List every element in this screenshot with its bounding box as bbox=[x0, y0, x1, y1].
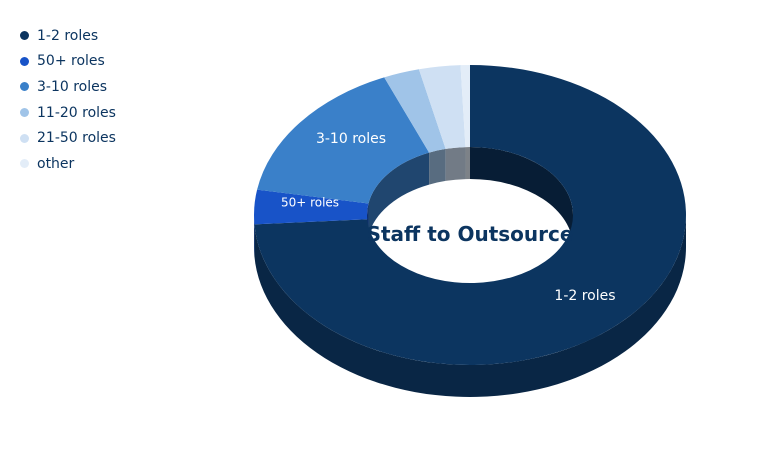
slice-50-roles[interactable] bbox=[254, 189, 369, 225]
slice-inner-wall-other bbox=[465, 147, 470, 180]
slice-inner-wall-11-20-roles bbox=[429, 148, 446, 185]
legend-marker bbox=[20, 108, 29, 118]
slice-inner-wall-1-2-roles bbox=[470, 147, 573, 247]
legend-label: other bbox=[37, 155, 75, 172]
slice-inner-wall-3-10-roles bbox=[368, 152, 430, 236]
legend-marker bbox=[20, 56, 29, 66]
slice-21-50-roles[interactable] bbox=[418, 65, 466, 149]
label-layer: 1-2 roles 50+ roles 3-10 roles bbox=[281, 131, 616, 304]
legend-item-50-roles[interactable]: 50+ roles bbox=[20, 49, 116, 75]
data-label-1-2-roles: 1-2 roles bbox=[554, 288, 615, 304]
slice-3-10-roles[interactable] bbox=[257, 77, 430, 204]
legend-marker bbox=[20, 133, 29, 143]
slice-side-1-2-roles bbox=[254, 215, 687, 397]
legend-marker bbox=[20, 31, 29, 41]
top-layer bbox=[254, 65, 687, 365]
slice-11-20-roles[interactable] bbox=[384, 69, 446, 153]
depth-layer bbox=[254, 147, 687, 397]
legend-marker bbox=[20, 159, 29, 169]
legend-label: 50+ roles bbox=[37, 53, 105, 70]
slice-1-2-roles[interactable] bbox=[254, 65, 687, 365]
legend-item-other[interactable]: other bbox=[20, 151, 116, 177]
legend-label: 21-50 roles bbox=[37, 130, 116, 147]
data-label-50-roles: 50+ roles bbox=[281, 196, 339, 210]
slice-inner-wall-21-50-roles bbox=[445, 147, 466, 181]
legend-item-3-10-roles[interactable]: 3-10 roles bbox=[20, 74, 116, 100]
chart-title: Staff to Outsource bbox=[367, 222, 574, 246]
legend-item-1-2-roles[interactable]: 1-2 roles bbox=[20, 23, 116, 49]
legend-marker bbox=[20, 82, 29, 92]
legend-item-11-20-roles[interactable]: 11-20 roles bbox=[20, 100, 116, 126]
data-label-3-10-roles: 3-10 roles bbox=[316, 131, 386, 147]
legend-label: 3-10 roles bbox=[37, 78, 108, 95]
legend-label: 1-2 roles bbox=[37, 27, 99, 44]
legend-item-21-50-roles[interactable]: 21-50 roles bbox=[20, 125, 116, 151]
slice-other[interactable] bbox=[460, 65, 470, 148]
legend-label: 11-20 roles bbox=[37, 104, 116, 121]
chart-legend: 1-2 roles 50+ roles 3-10 roles 11-20 roles 2… bbox=[20, 23, 116, 177]
